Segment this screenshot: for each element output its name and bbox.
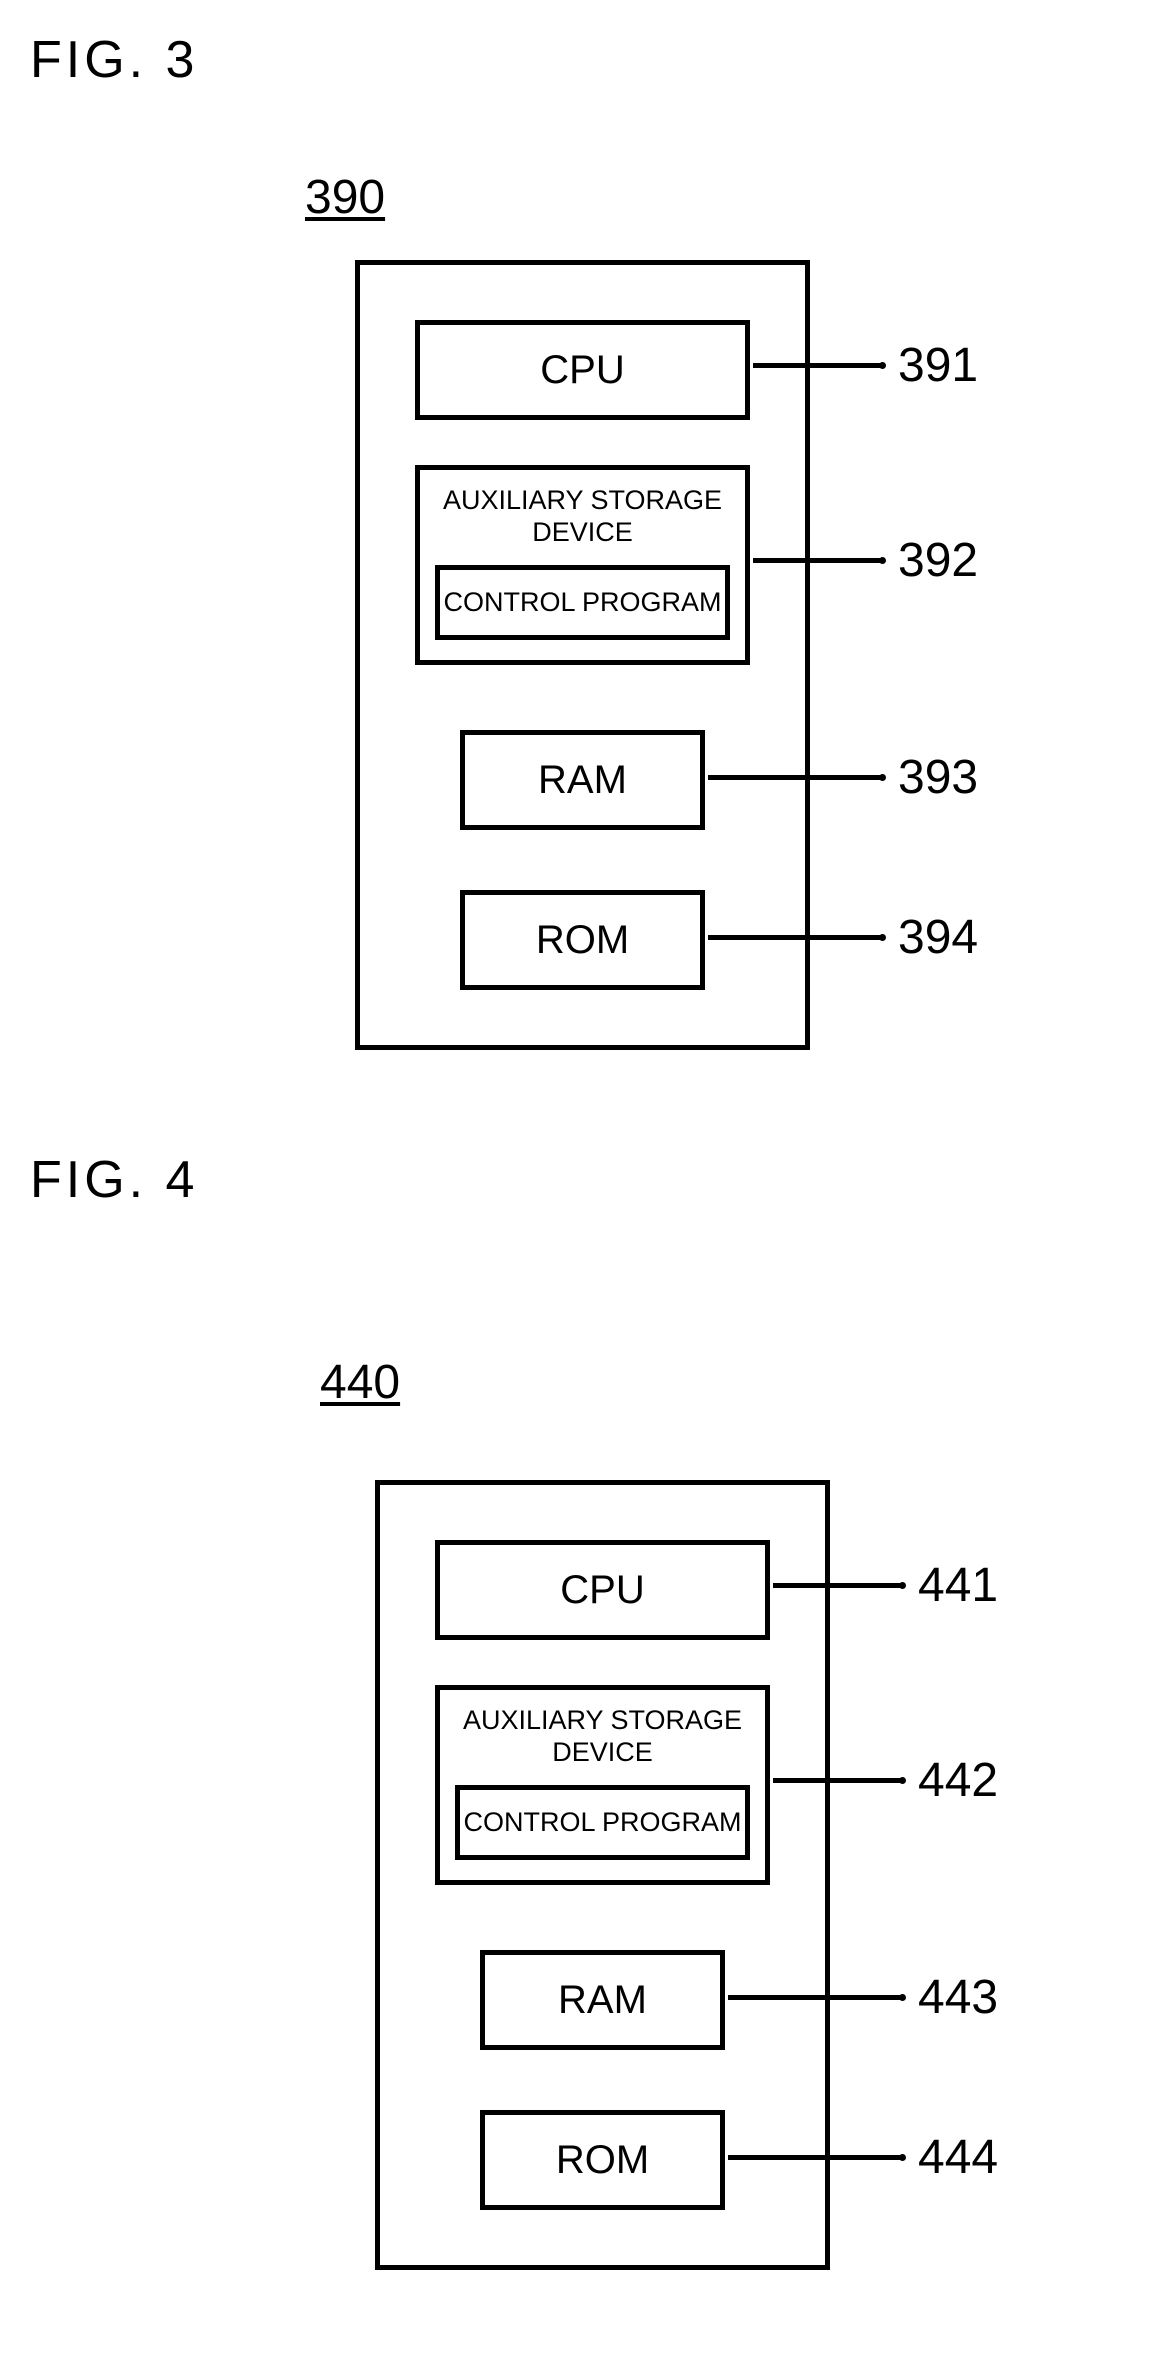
fig4-cpu-box: CPU bbox=[435, 1540, 770, 1640]
fig3-cpu-lead bbox=[753, 363, 883, 368]
fig3-cpu-box: CPU bbox=[415, 320, 750, 420]
fig3-control-program-box: CONTROL PROGRAM bbox=[435, 565, 730, 640]
fig4-rom-lead bbox=[728, 2155, 903, 2160]
fig4-outer-box: CPU AUXILIARY STORAGE DEVICE CONTROL PRO… bbox=[375, 1480, 830, 2270]
fig3-cpu-label: CPU bbox=[540, 347, 624, 393]
fig3-ram-box: RAM bbox=[460, 730, 705, 830]
fig4-ram-ref: 443 bbox=[918, 1970, 998, 2025]
fig4-ram-label: RAM bbox=[558, 1977, 647, 2023]
fig3-aux-title-line1: AUXILIARY STORAGE bbox=[443, 485, 722, 515]
fig3-cpu-ref: 391 bbox=[898, 338, 978, 393]
fig4-rom-label: ROM bbox=[556, 2137, 649, 2183]
fig3-ram-label: RAM bbox=[538, 757, 627, 803]
fig4-rom-box: ROM bbox=[480, 2110, 725, 2210]
fig3-control-program-label: CONTROL PROGRAM bbox=[443, 587, 721, 618]
fig4-aux-title-line1: AUXILIARY STORAGE bbox=[463, 1705, 742, 1735]
fig4-aux-lead bbox=[773, 1778, 903, 1783]
fig3-rom-ref: 394 bbox=[898, 910, 978, 965]
fig4-cpu-lead bbox=[773, 1583, 903, 1588]
fig4-rom-ref: 444 bbox=[918, 2130, 998, 2185]
fig4-control-program-box: CONTROL PROGRAM bbox=[455, 1785, 750, 1860]
fig4-aux-box: AUXILIARY STORAGE DEVICE CONTROL PROGRAM bbox=[435, 1685, 770, 1885]
fig3-rom-lead bbox=[708, 935, 883, 940]
fig4-cpu-ref: 441 bbox=[918, 1558, 998, 1613]
fig4-control-program-label: CONTROL PROGRAM bbox=[463, 1807, 741, 1838]
fig3-ram-ref: 393 bbox=[898, 750, 978, 805]
fig3-aux-title-line2: DEVICE bbox=[532, 517, 633, 547]
fig4-aux-ref: 442 bbox=[918, 1753, 998, 1808]
fig4-ram-lead bbox=[728, 1995, 903, 2000]
fig3-ref: 390 bbox=[305, 170, 385, 225]
fig3-outer-box: CPU AUXILIARY STORAGE DEVICE CONTROL PRO… bbox=[355, 260, 810, 1050]
fig3-ram-lead bbox=[708, 775, 883, 780]
fig4-aux-title: AUXILIARY STORAGE DEVICE bbox=[440, 1704, 765, 1769]
fig3-title: FIG. 3 bbox=[30, 30, 198, 90]
fig4-aux-title-line2: DEVICE bbox=[552, 1737, 653, 1767]
fig3-rom-label: ROM bbox=[536, 917, 629, 963]
fig4-ref: 440 bbox=[320, 1355, 400, 1410]
fig3-aux-title: AUXILIARY STORAGE DEVICE bbox=[420, 484, 745, 549]
fig3-rom-box: ROM bbox=[460, 890, 705, 990]
page: FIG. 3 390 CPU AUXILIARY STORAGE DEVICE … bbox=[0, 0, 1152, 2353]
fig3-aux-ref: 392 bbox=[898, 533, 978, 588]
fig4-ram-box: RAM bbox=[480, 1950, 725, 2050]
fig3-aux-lead bbox=[753, 558, 883, 563]
fig4-title: FIG. 4 bbox=[30, 1150, 198, 1210]
fig3-aux-box: AUXILIARY STORAGE DEVICE CONTROL PROGRAM bbox=[415, 465, 750, 665]
fig4-cpu-label: CPU bbox=[560, 1567, 644, 1613]
